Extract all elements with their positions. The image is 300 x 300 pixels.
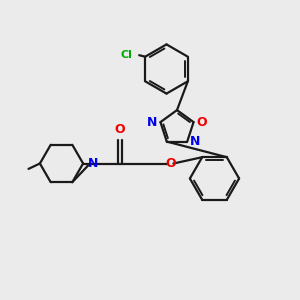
Text: N: N: [190, 135, 201, 148]
Text: N: N: [88, 157, 98, 170]
Text: O: O: [196, 116, 207, 129]
Text: O: O: [115, 123, 125, 136]
Text: N: N: [147, 116, 158, 129]
Text: O: O: [166, 157, 176, 170]
Text: Cl: Cl: [121, 50, 133, 60]
